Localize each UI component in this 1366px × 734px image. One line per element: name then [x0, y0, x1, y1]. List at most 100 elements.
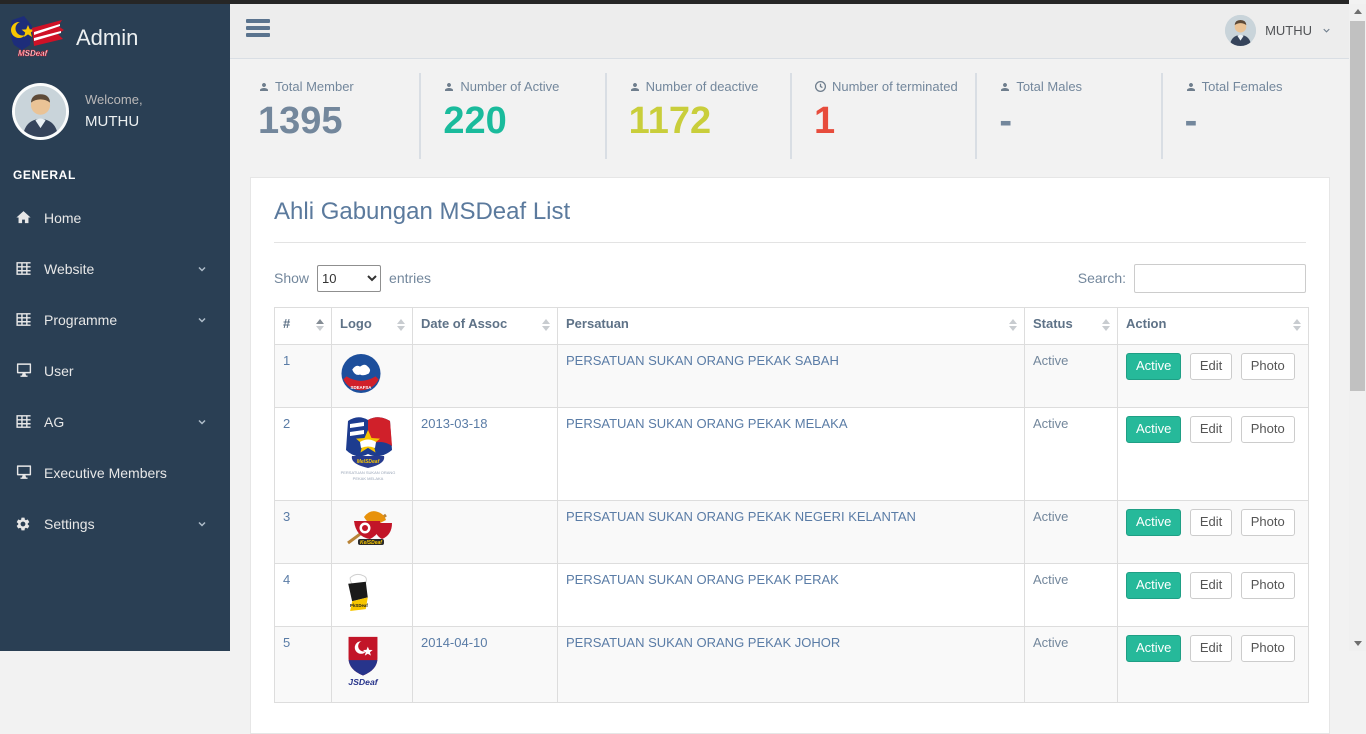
scroll-down-icon[interactable] [1349, 636, 1366, 651]
photo-button[interactable]: Photo [1241, 635, 1295, 662]
active-button[interactable]: Active [1126, 353, 1181, 380]
column-header-num[interactable]: # [275, 308, 332, 345]
edit-button[interactable]: Edit [1190, 572, 1232, 599]
table-icon [15, 260, 35, 277]
table-row: 2 MelSDeaf PERSATUAN SUKAN ORANG PEKAK M… [275, 408, 1309, 501]
edit-button[interactable]: Edit [1190, 353, 1232, 380]
sidebar-item-executive-members[interactable]: Executive Members [0, 447, 230, 498]
brand[interactable]: MSDeaf Admin [0, 4, 230, 69]
sabah-deaf-sports-logo: SDEAFSA [340, 353, 382, 399]
stat-label: Number of deactive [646, 79, 759, 94]
edit-button[interactable]: Edit [1190, 416, 1232, 443]
chevron-down-icon [196, 263, 208, 275]
photo-button[interactable]: Photo [1241, 509, 1295, 536]
vertical-scrollbar[interactable] [1349, 4, 1366, 651]
photo-button[interactable]: Photo [1241, 416, 1295, 443]
search-input[interactable] [1134, 264, 1306, 293]
row-number: 3 [275, 501, 332, 564]
user-menu[interactable]: MUTHU [1225, 15, 1332, 46]
home-icon [15, 209, 35, 226]
chevron-down-icon [1321, 25, 1332, 36]
gear-icon [15, 516, 35, 532]
stat-value-4: - [999, 100, 1160, 143]
table-icon [15, 413, 35, 430]
column-header-date[interactable]: Date of Assoc [413, 308, 558, 345]
table-row: 1 SDEAFSA PERSATUAN SUKAN ORANG PEKAK SA… [275, 345, 1309, 408]
johor-deaf-sports-logo: JSDeaf [340, 635, 386, 694]
svg-text:PkSDeaf: PkSDeaf [350, 603, 368, 608]
welcome-block: Welcome, MUTHU [85, 92, 143, 131]
sidebar-profile: Welcome, MUTHU [0, 69, 230, 150]
sidebar-item-home[interactable]: Home [0, 192, 230, 243]
title-divider [274, 242, 1306, 243]
scrollbar-thumb[interactable] [1350, 21, 1365, 391]
edit-button[interactable]: Edit [1190, 635, 1232, 662]
sort-icon [541, 317, 551, 333]
svg-text:JSDeaf: JSDeaf [348, 677, 378, 687]
sort-icon [396, 317, 406, 333]
persatuan-cell: PERSATUAN SUKAN ORANG PEKAK JOHOR [558, 627, 1025, 703]
user-icon [1185, 81, 1197, 93]
svg-text:PEKAK MELAKA: PEKAK MELAKA [353, 476, 384, 481]
clock-icon [814, 80, 827, 93]
sidebar-item-ag[interactable]: AG [0, 396, 230, 447]
window-top-strip [0, 0, 1349, 4]
active-button[interactable]: Active [1126, 509, 1181, 536]
status-cell: Active [1025, 564, 1118, 627]
active-button[interactable]: Active [1126, 635, 1181, 662]
table-row: 3 KelSDeaf PERSATUAN SUKAN ORANG PEKAK [275, 501, 1309, 564]
page-size-select[interactable]: 10 [317, 265, 381, 292]
stat-label: Total Females [1202, 79, 1283, 94]
list-panel: Ahli Gabungan MSDeaf List Show 10 entrie… [250, 177, 1330, 734]
row-number: 2 [275, 408, 332, 501]
page-title: Ahli Gabungan MSDeaf List [274, 196, 1306, 242]
edit-button[interactable]: Edit [1190, 509, 1232, 536]
svg-text:KelSDeaf: KelSDeaf [360, 540, 383, 546]
sort-icon [1101, 317, 1111, 333]
desktop-icon [15, 464, 35, 481]
sidebar-item-user[interactable]: User [0, 345, 230, 396]
active-button[interactable]: Active [1126, 572, 1181, 599]
table-row: 5 JSDeaf 2014-04-10 PERSATUAN SUKAN ORAN… [275, 627, 1309, 703]
svg-text:PERSATUAN SUKAN ORANG: PERSATUAN SUKAN ORANG [341, 470, 396, 475]
sidebar-item-website[interactable]: Website [0, 243, 230, 294]
user-name: MUTHU [1265, 23, 1312, 38]
sidebar-item-programme[interactable]: Programme [0, 294, 230, 345]
scroll-up-icon[interactable] [1349, 4, 1366, 19]
column-header-action[interactable]: Action [1118, 308, 1309, 345]
persatuan-cell: PERSATUAN SUKAN ORANG PEKAK MELAKA [558, 408, 1025, 501]
sidebar-item-label: Website [44, 261, 94, 277]
column-header-logo[interactable]: Logo [332, 308, 413, 345]
status-cell: Active [1025, 501, 1118, 564]
user-icon [999, 81, 1011, 93]
column-header-persatuan[interactable]: Persatuan [558, 308, 1025, 345]
date-cell [413, 501, 558, 564]
sidebar-nav: Home Website Programme User [0, 192, 230, 549]
table-controls: Show 10 entries Search: [274, 261, 1306, 295]
svg-text:MSDeaf: MSDeaf [18, 49, 49, 58]
column-header-status[interactable]: Status [1025, 308, 1118, 345]
stat-value-2: 1172 [629, 100, 790, 143]
stat-total-member: Total Member 1395 [258, 73, 419, 159]
welcome-name: MUTHU [85, 113, 139, 130]
chevron-down-icon [196, 518, 208, 530]
desktop-icon [15, 362, 35, 379]
user-avatar [1225, 15, 1256, 46]
chevron-down-icon [196, 416, 208, 428]
sidebar-item-label: Settings [44, 516, 95, 532]
date-cell [413, 345, 558, 408]
user-icon [629, 81, 641, 93]
active-button[interactable]: Active [1126, 416, 1181, 443]
photo-button[interactable]: Photo [1241, 353, 1295, 380]
photo-button[interactable]: Photo [1241, 572, 1295, 599]
menu-toggle-icon[interactable] [246, 19, 272, 40]
svg-text:MelSDeaf: MelSDeaf [357, 459, 381, 465]
sidebar-item-settings[interactable]: Settings [0, 498, 230, 549]
row-number: 1 [275, 345, 332, 408]
status-cell: Active [1025, 345, 1118, 408]
stat-value-0: 1395 [258, 100, 419, 143]
sort-icon [1008, 317, 1018, 333]
stat-number-deactive: Number of deactive 1172 [605, 73, 790, 159]
status-cell: Active [1025, 408, 1118, 501]
stat-number-active: Number of Active 220 [419, 73, 604, 159]
